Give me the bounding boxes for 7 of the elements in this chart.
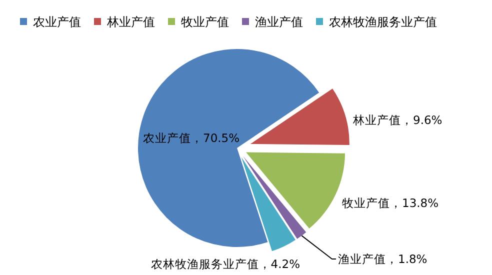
slice-label: 渔业产值 <box>338 252 386 266</box>
legend-label: 农林牧渔服务业产值 <box>329 15 437 29</box>
legend-label: 渔业产值 <box>255 15 303 29</box>
legend-label: 林业产值 <box>106 15 155 29</box>
legend-label: 牧业产值 <box>181 15 229 29</box>
data-label: ，1.8% <box>386 252 428 266</box>
legend-label: 农业产值 <box>33 15 81 29</box>
